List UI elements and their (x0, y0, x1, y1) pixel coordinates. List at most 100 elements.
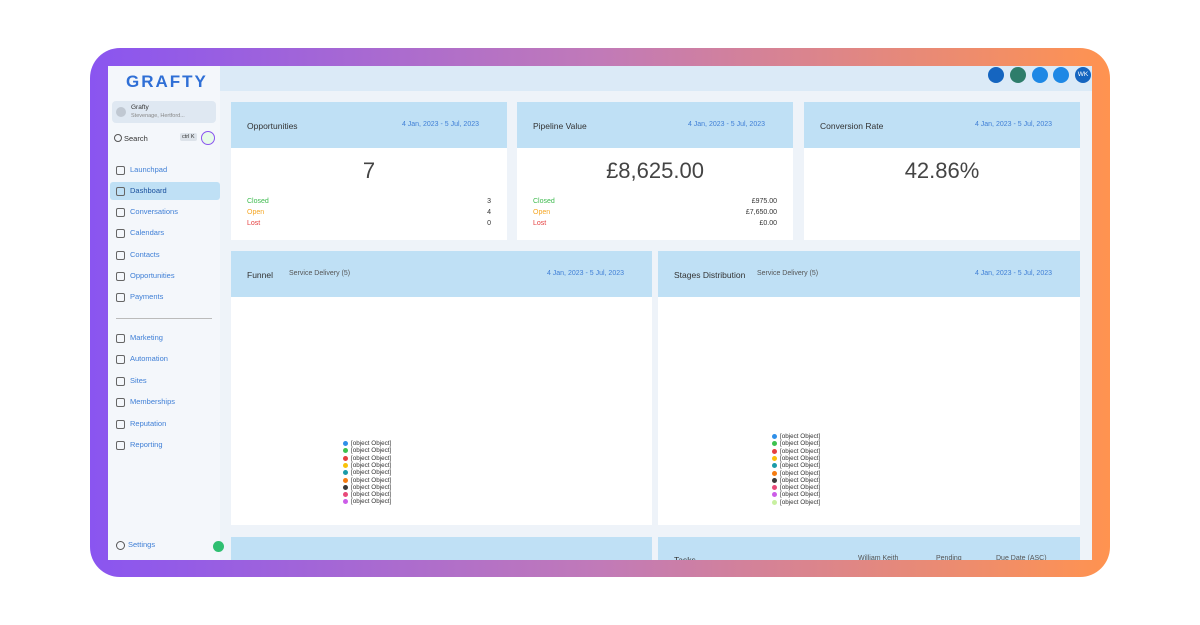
nav-item[interactable]: Reputation (130, 418, 167, 428)
kpi-row-label: Open (247, 209, 265, 216)
legend-item: [object Object] (351, 454, 392, 462)
kpi-date-range[interactable]: 4 Jan, 2023 - 5 Jul, 2023 (401, 121, 479, 128)
user-avatar[interactable]: WK (1075, 67, 1091, 83)
kpi-date-range[interactable]: 4 Jan, 2023 - 5 Jul, 2023 (687, 121, 765, 128)
kpi-card-header (804, 102, 1080, 148)
legend-swatch (772, 477, 777, 483)
legend-swatch (343, 441, 348, 446)
nav-icon (116, 355, 125, 365)
nav-item[interactable]: Marketing (130, 333, 163, 342)
nav-item[interactable]: Automation (130, 354, 168, 364)
brand-logo[interactable]: GRAFTY (126, 72, 208, 91)
bottom-card (231, 537, 652, 560)
search-label[interactable]: Search (124, 134, 148, 143)
nav-icon (116, 251, 125, 260)
filter-dropdown[interactable]: Service Delivery (5) (757, 270, 819, 277)
kpi-row-value: 3 (487, 198, 491, 205)
quick-add-button[interactable] (201, 131, 215, 145)
nav-icon (116, 419, 125, 429)
kpi-card: Opportunities 4 Jan, 2023 - 5 Jul, 2023 7 C… (231, 102, 507, 240)
nav-item[interactable]: Sites (130, 375, 147, 385)
nav-item[interactable]: Opportunities (130, 271, 175, 280)
nav-item[interactable]: Calendars (130, 228, 165, 237)
legend-swatch (772, 441, 777, 447)
nav-icon (116, 441, 125, 450)
card-date-range[interactable]: 4 Jan, 2023 - 5 Jul, 2023 (546, 270, 624, 277)
nav-item[interactable]: Conversations (130, 207, 178, 216)
card-date-range[interactable]: 4 Jan, 2023 - 5 Jul, 2023 (974, 270, 1052, 277)
legend-item: [object Object] (351, 476, 392, 484)
nav-icon (116, 187, 125, 196)
tasks-column: Due Date (ASC) (996, 555, 1047, 560)
collapse-sidebar-button[interactable] (213, 541, 224, 552)
nav-icon (116, 208, 125, 217)
nav-item[interactable]: Reporting (130, 440, 163, 449)
legend-swatch (772, 463, 777, 469)
announcement-icon[interactable] (1010, 67, 1026, 83)
legend-item: [object Object] (351, 483, 392, 491)
legend-item: [object Object] (351, 440, 392, 447)
kpi-card-header (231, 102, 507, 148)
stages-card: Stages Distribution Service Delivery (5) 4… (658, 251, 1080, 525)
tasks-column: William Keith (858, 555, 899, 560)
tasks-column: Pending (936, 555, 962, 560)
kpi-row-label: Lost (247, 220, 261, 227)
legend-swatch (772, 492, 777, 498)
card-header (231, 251, 652, 297)
card-header (231, 537, 652, 560)
kpi-date-range[interactable]: 4 Jan, 2023 - 5 Jul, 2023 (974, 121, 1052, 128)
legend-swatch (343, 455, 348, 461)
kpi-row-label: Open (533, 209, 551, 216)
settings-icon (116, 541, 125, 550)
settings-link[interactable]: Settings (128, 540, 156, 549)
legend-item: [object Object] (351, 469, 392, 477)
legend-item: [object Object] (780, 476, 821, 484)
nav-icon (116, 293, 125, 302)
kpi-row-label: Lost (533, 220, 547, 227)
kpi-title: Pipeline Value (533, 121, 587, 131)
phone-icon[interactable] (988, 67, 1004, 83)
nav-item[interactable]: Memberships (130, 397, 176, 407)
nav-item[interactable]: Payments (130, 292, 164, 301)
nav-item[interactable]: Dashboard (130, 186, 167, 195)
filter-dropdown[interactable]: Service Delivery (5) (289, 270, 351, 277)
legend-item: [object Object] (351, 491, 392, 499)
legend-item: [object Object] (351, 498, 392, 506)
legend-swatch (343, 462, 348, 468)
legend-item: [object Object] (780, 454, 821, 462)
card-header (658, 251, 1080, 297)
legend-item: [object Object] (780, 469, 821, 477)
kpi-row-value: £7,650.00 (745, 209, 777, 216)
help-icon[interactable] (1053, 67, 1069, 83)
legend-swatch (772, 455, 777, 461)
nav-item[interactable]: Contacts (130, 250, 160, 259)
notifications-icon[interactable] (1032, 67, 1048, 83)
legend-item: [object Object] (780, 484, 821, 492)
kpi-row-label: Closed (247, 198, 269, 205)
kpi-card: Conversion Rate 4 Jan, 2023 - 5 Jul, 2023… (804, 102, 1080, 240)
search-shortcut: ctrl K (180, 133, 197, 141)
nav-icon (116, 229, 125, 238)
funnel-card: Funnel Service Delivery (5) 4 Jan, 2023 - … (231, 251, 652, 525)
card-title: Tasks (674, 555, 696, 560)
legend-swatch (772, 485, 777, 491)
card-header (658, 537, 1080, 560)
account-switcher[interactable] (112, 101, 216, 123)
kpi-value: 42.86% (904, 158, 980, 183)
legend-item: [object Object] (780, 462, 821, 470)
nav-icon (116, 334, 125, 343)
kpi-card: Pipeline Value 4 Jan, 2023 - 5 Jul, 2023 £… (517, 102, 793, 240)
kpi-card-header (517, 102, 793, 148)
legend-swatch (343, 448, 348, 454)
nav-item[interactable]: Launchpad (130, 165, 168, 174)
nav-active-bg (110, 182, 220, 200)
legend-item: [object Object] (351, 461, 392, 469)
kpi-value: £8,625.00 (606, 158, 704, 183)
legend-item: [object Object] (351, 447, 392, 455)
nav-icon (116, 272, 125, 281)
legend-swatch (772, 448, 777, 454)
kpi-row-value: 4 (487, 209, 491, 216)
legend-swatch (343, 499, 348, 505)
sidebar (108, 66, 220, 560)
